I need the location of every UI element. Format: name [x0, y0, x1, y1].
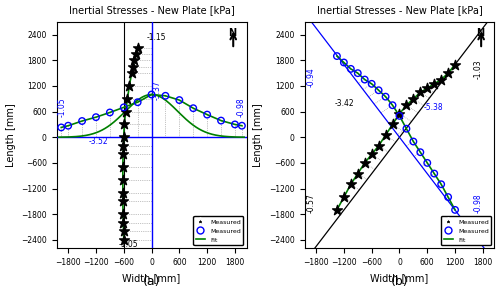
- Point: [120, 122, 128, 127]
- Point: [129, 64, 137, 69]
- Text: -0.98: -0.98: [474, 194, 482, 213]
- Point: [382, 133, 390, 137]
- Text: (a): (a): [143, 275, 160, 288]
- Point: [416, 150, 424, 154]
- Point: [340, 195, 348, 200]
- Point: [119, 178, 127, 182]
- Text: -1.15: -1.15: [147, 33, 167, 42]
- Text: -3.52: -3.52: [89, 137, 108, 146]
- Point: [130, 58, 138, 63]
- Point: [92, 115, 100, 120]
- Text: -1.05: -1.05: [58, 97, 67, 117]
- Point: [368, 152, 376, 157]
- Point: [388, 122, 396, 127]
- Point: [451, 207, 459, 212]
- Point: [176, 98, 184, 103]
- Point: [410, 139, 418, 144]
- Point: [126, 84, 134, 88]
- Point: [430, 81, 438, 86]
- Point: [368, 81, 376, 86]
- Point: [231, 122, 239, 127]
- Point: [119, 212, 127, 217]
- Point: [238, 123, 246, 128]
- Title: Inertial Stresses - New Plate [kPa]: Inertial Stresses - New Plate [kPa]: [68, 6, 234, 16]
- Point: [347, 182, 355, 187]
- Title: Inertial Stresses - New Plate [kPa]: Inertial Stresses - New Plate [kPa]: [316, 6, 482, 16]
- Point: [119, 199, 127, 204]
- Point: [190, 106, 198, 110]
- Point: [416, 90, 424, 95]
- Point: [120, 105, 128, 110]
- Point: [120, 229, 128, 234]
- Point: [354, 71, 362, 76]
- Point: [437, 77, 445, 82]
- Point: [347, 67, 355, 71]
- Point: [374, 88, 382, 93]
- X-axis label: Width [mm]: Width [mm]: [370, 272, 428, 283]
- Text: -3.42: -3.42: [334, 98, 354, 108]
- Point: [148, 92, 156, 97]
- Y-axis label: Length [mm]: Length [mm]: [6, 103, 16, 167]
- Point: [203, 112, 211, 117]
- Point: [340, 60, 348, 65]
- Point: [120, 135, 128, 139]
- X-axis label: Width [mm]: Width [mm]: [122, 272, 180, 283]
- Point: [57, 125, 65, 130]
- Point: [124, 96, 132, 101]
- Point: [430, 171, 438, 176]
- Point: [437, 182, 445, 187]
- Point: [451, 62, 459, 67]
- Point: [119, 165, 127, 170]
- Y-axis label: Length [mm]: Length [mm]: [254, 103, 264, 167]
- Text: -0.94: -0.94: [307, 68, 316, 87]
- Point: [388, 103, 396, 108]
- Text: -1.05: -1.05: [118, 241, 138, 249]
- Point: [132, 52, 140, 56]
- Text: N: N: [228, 28, 236, 38]
- Point: [360, 77, 368, 82]
- Point: [119, 190, 127, 195]
- Point: [134, 100, 141, 105]
- Point: [424, 161, 432, 165]
- Point: [382, 94, 390, 99]
- Point: [410, 96, 418, 101]
- Point: [360, 161, 368, 165]
- Text: (b): (b): [390, 275, 408, 288]
- Text: -0.98: -0.98: [236, 97, 246, 117]
- Point: [120, 237, 128, 242]
- Point: [444, 71, 452, 76]
- Point: [64, 123, 72, 128]
- Point: [119, 152, 127, 157]
- Text: -3.37: -3.37: [152, 80, 162, 100]
- Point: [120, 144, 128, 148]
- Point: [122, 109, 130, 114]
- Point: [402, 103, 410, 108]
- Point: [396, 114, 404, 118]
- Point: [162, 93, 170, 98]
- Legend: Measured, Measured, Fit: Measured, Measured, Fit: [441, 216, 492, 245]
- Point: [354, 171, 362, 176]
- Text: N: N: [476, 28, 484, 38]
- Point: [333, 207, 341, 212]
- Point: [333, 54, 341, 58]
- Text: -1.03: -1.03: [474, 59, 482, 79]
- Point: [128, 71, 136, 76]
- Point: [402, 126, 410, 131]
- Point: [396, 111, 404, 116]
- Point: [120, 220, 128, 225]
- Legend: Measured, Measured, Fit: Measured, Measured, Fit: [194, 216, 244, 245]
- Text: -0.57: -0.57: [307, 194, 316, 213]
- Point: [374, 144, 382, 148]
- Point: [106, 110, 114, 115]
- Point: [217, 118, 225, 123]
- Point: [78, 119, 86, 123]
- Point: [424, 86, 432, 91]
- Text: -5.38: -5.38: [424, 103, 443, 112]
- Point: [134, 45, 141, 50]
- Point: [444, 195, 452, 200]
